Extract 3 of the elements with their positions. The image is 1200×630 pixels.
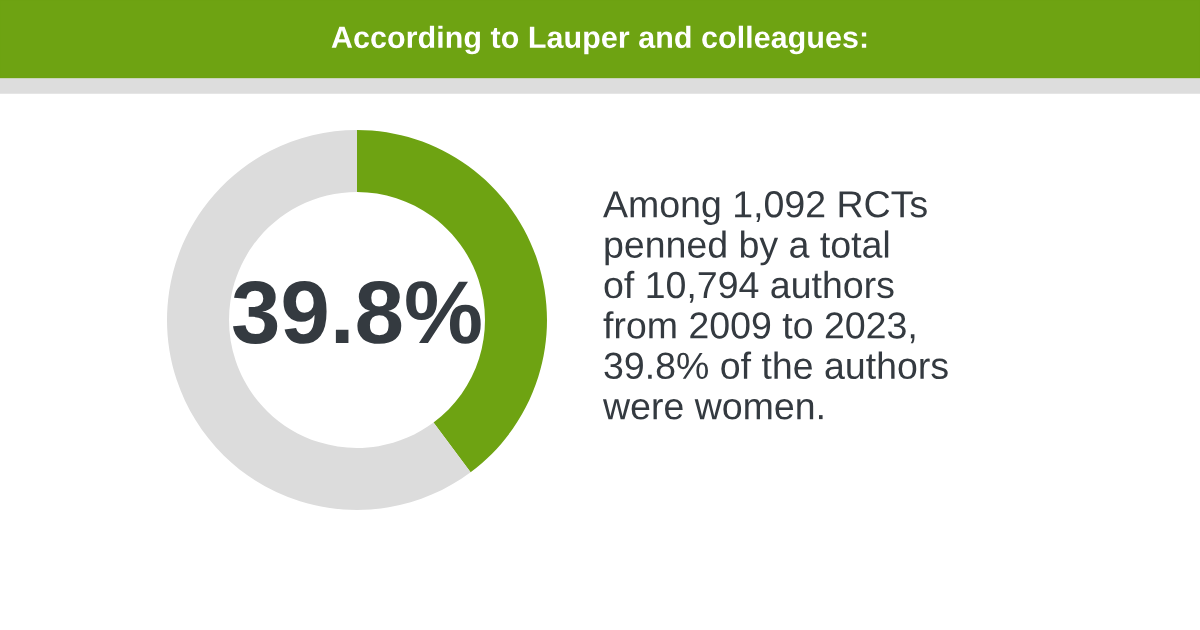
chart-title: According to Lauper and colleagues: (331, 25, 867, 55)
data-label: 39.8% (233, 280, 481, 344)
text: Among 1,092 RCTs penned by a total of 10,794 authors from 2009 to 2023, 39.8% of the authors were women. (602, 190, 948, 420)
